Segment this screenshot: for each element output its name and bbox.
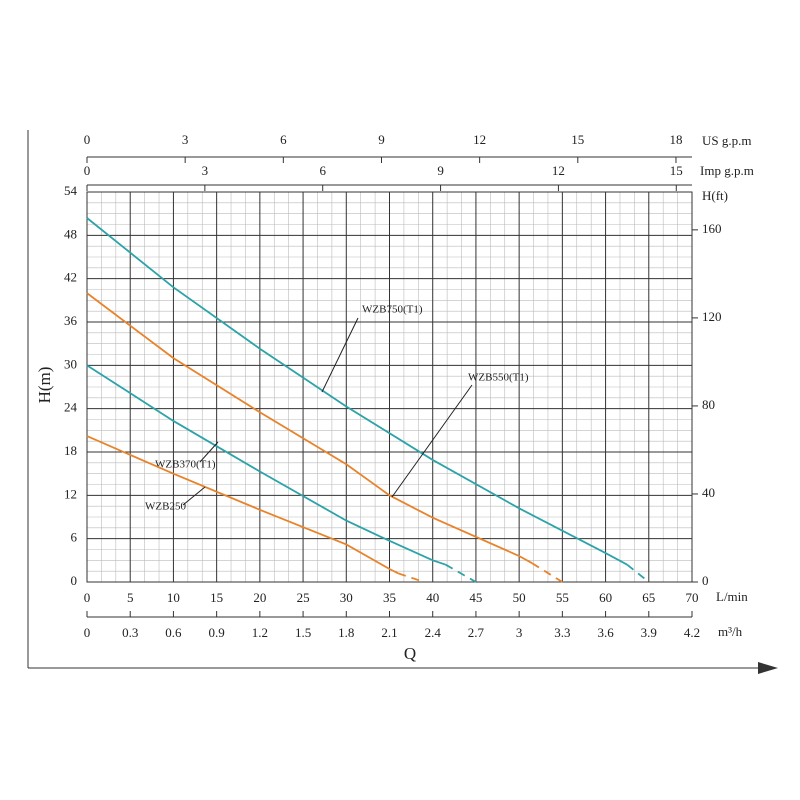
y-tick-label: 24	[64, 400, 78, 415]
series-label: WZB370(T1)	[155, 459, 216, 471]
y2-tick-label: 120	[702, 309, 722, 324]
y2-unit: H(ft)	[702, 188, 728, 203]
line	[86, 364, 446, 566]
y2-tick-label: 0	[702, 573, 709, 588]
x-tick-label: 30	[340, 590, 353, 605]
tick-label: 0.3	[122, 625, 138, 640]
tick-label: 15	[571, 132, 584, 147]
x-tick-label: 60	[599, 590, 612, 605]
tick-label: 1.5	[295, 625, 311, 640]
x-tick-label: 0	[84, 590, 91, 605]
y-tick-label: 12	[64, 486, 77, 501]
y-tick-label: 48	[64, 226, 77, 241]
x-tick-label: 25	[297, 590, 310, 605]
x-tick-label: 40	[426, 590, 439, 605]
y2-tick-label: 160	[702, 221, 722, 236]
tick-label: 3	[182, 132, 189, 147]
y-tick-label: 36	[64, 313, 78, 328]
tick-label: 1.2	[252, 625, 268, 640]
y2-tick-label: 80	[702, 397, 715, 412]
x-tick-label: 20	[253, 590, 266, 605]
tick-label: 1.8	[338, 625, 354, 640]
x-unit: L/min	[716, 589, 748, 604]
tick-label: 3	[516, 625, 523, 640]
tick-label: 3	[202, 163, 209, 178]
tick-label: 3.6	[597, 625, 614, 640]
line	[86, 435, 399, 575]
tick-label: 6	[319, 163, 326, 178]
y2-tick-label: 40	[702, 485, 715, 500]
tick-label: 3.3	[554, 625, 570, 640]
line	[86, 292, 533, 565]
tick-label: 2.7	[468, 625, 485, 640]
x-tick-label: 70	[686, 590, 699, 605]
tick-label: 3.9	[641, 625, 657, 640]
dashed-line	[445, 563, 477, 583]
tick-label: 0.6	[165, 625, 182, 640]
x3-unit: US g.p.m	[702, 133, 751, 148]
tick-label: 0	[84, 163, 91, 178]
y-axis-label: H(m)	[35, 367, 54, 404]
x-tick-label: 55	[556, 590, 569, 605]
leader-line	[391, 384, 473, 498]
tick-label: 0	[84, 132, 91, 147]
y-tick-label: 30	[64, 356, 77, 371]
x-tick-label: 35	[383, 590, 396, 605]
leader-line	[321, 317, 359, 393]
plot-frame	[86, 191, 693, 583]
leader-line	[182, 486, 206, 506]
x-tick-label: 65	[642, 590, 655, 605]
x-tick-label: 5	[127, 590, 134, 605]
dashed-line	[626, 563, 650, 583]
x2-unit: m³/h	[718, 624, 743, 639]
tick-label: 4.2	[684, 625, 700, 640]
tick-label: 0.9	[209, 625, 225, 640]
tick-label: 6	[280, 132, 287, 147]
tick-label: 9	[378, 132, 385, 147]
x-tick-label: 10	[167, 590, 180, 605]
series-label: WZB550(T1)	[468, 372, 529, 384]
x-tick-label: 15	[210, 590, 223, 605]
y-tick-label: 42	[64, 270, 77, 285]
tick-label: 9	[437, 163, 444, 178]
dashed-line	[531, 562, 563, 583]
x-axis-label: Q	[404, 644, 416, 663]
x-tick-label: 45	[469, 590, 482, 605]
y-tick-label: 6	[71, 530, 78, 545]
series-label: WZB750(T1)	[362, 304, 423, 316]
tick-label: 2.1	[381, 625, 397, 640]
x4-unit: Imp g.p.m	[700, 163, 754, 178]
y-tick-label: 54	[64, 183, 78, 198]
tick-label: 2.4	[425, 625, 442, 640]
tick-label: 15	[670, 163, 683, 178]
x-tick-label: 50	[513, 590, 526, 605]
tick-label: 18	[669, 132, 682, 147]
dashed-line	[397, 572, 425, 583]
series-label: WZB250	[145, 501, 186, 513]
line	[86, 217, 628, 566]
arrow	[758, 662, 778, 674]
tick-label: 0	[84, 625, 91, 640]
tick-label: 12	[552, 163, 565, 178]
leader-line	[199, 441, 219, 463]
tick-label: 12	[473, 132, 486, 147]
y-tick-label: 0	[71, 573, 78, 588]
y-tick-label: 18	[64, 443, 77, 458]
